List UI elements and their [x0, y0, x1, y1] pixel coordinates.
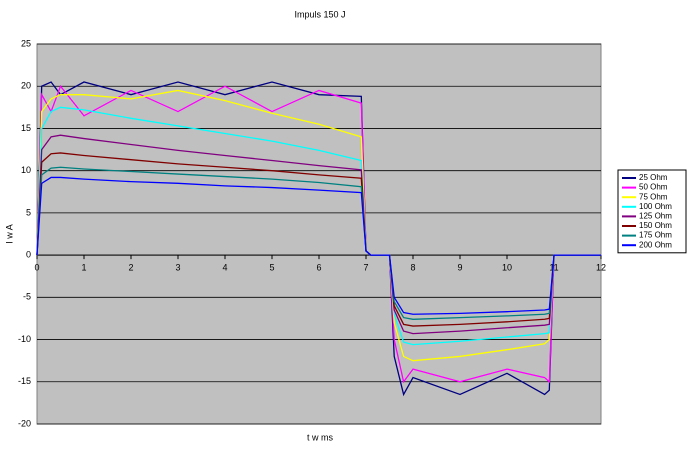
legend-label: 75 Ohm: [639, 192, 668, 201]
legend-label: 125 Ohm: [639, 212, 672, 221]
x-tick-label: 2: [128, 262, 133, 272]
chart-title: Impuls 150 J: [294, 9, 345, 19]
x-axis-label: t w ms: [307, 432, 333, 442]
legend-label: 25 Ohm: [639, 173, 668, 182]
y-tick-label: -20: [18, 418, 31, 428]
y-tick-label: 25: [21, 38, 31, 48]
x-tick-label: 6: [316, 262, 321, 272]
legend-label: 50 Ohm: [639, 183, 668, 192]
legend-label: 100 Ohm: [639, 202, 672, 211]
x-tick-label: 7: [363, 262, 368, 272]
legend-label: 150 Ohm: [639, 221, 672, 230]
y-tick-label: 15: [21, 123, 31, 133]
x-tick-label: 1: [81, 262, 86, 272]
y-tick-label: 0: [26, 249, 31, 259]
x-tick-label: 4: [222, 262, 227, 272]
x-tick-label: 12: [596, 262, 606, 272]
x-tick-label: 3: [175, 262, 180, 272]
series-line: [36, 176, 601, 315]
x-tick-label: 9: [457, 262, 462, 272]
y-tick-label: 10: [21, 165, 31, 175]
x-tick-label: 8: [410, 262, 415, 272]
y-axis-label: I w A: [4, 224, 14, 244]
y-tick-label: -5: [23, 292, 31, 302]
y-tick-label: -10: [18, 334, 31, 344]
y-tick-label: 5: [26, 207, 31, 217]
x-tick-label: 5: [269, 262, 274, 272]
y-tick-label: 20: [21, 81, 31, 91]
x-tick-label: 10: [502, 262, 512, 272]
legend-box: [617, 169, 687, 254]
plot-area: [36, 43, 602, 425]
x-tick-label: 0: [34, 262, 39, 272]
legend-label: 200 Ohm: [639, 240, 672, 249]
y-tick-label: -15: [18, 376, 31, 386]
legend-label: 175 Ohm: [639, 231, 672, 240]
